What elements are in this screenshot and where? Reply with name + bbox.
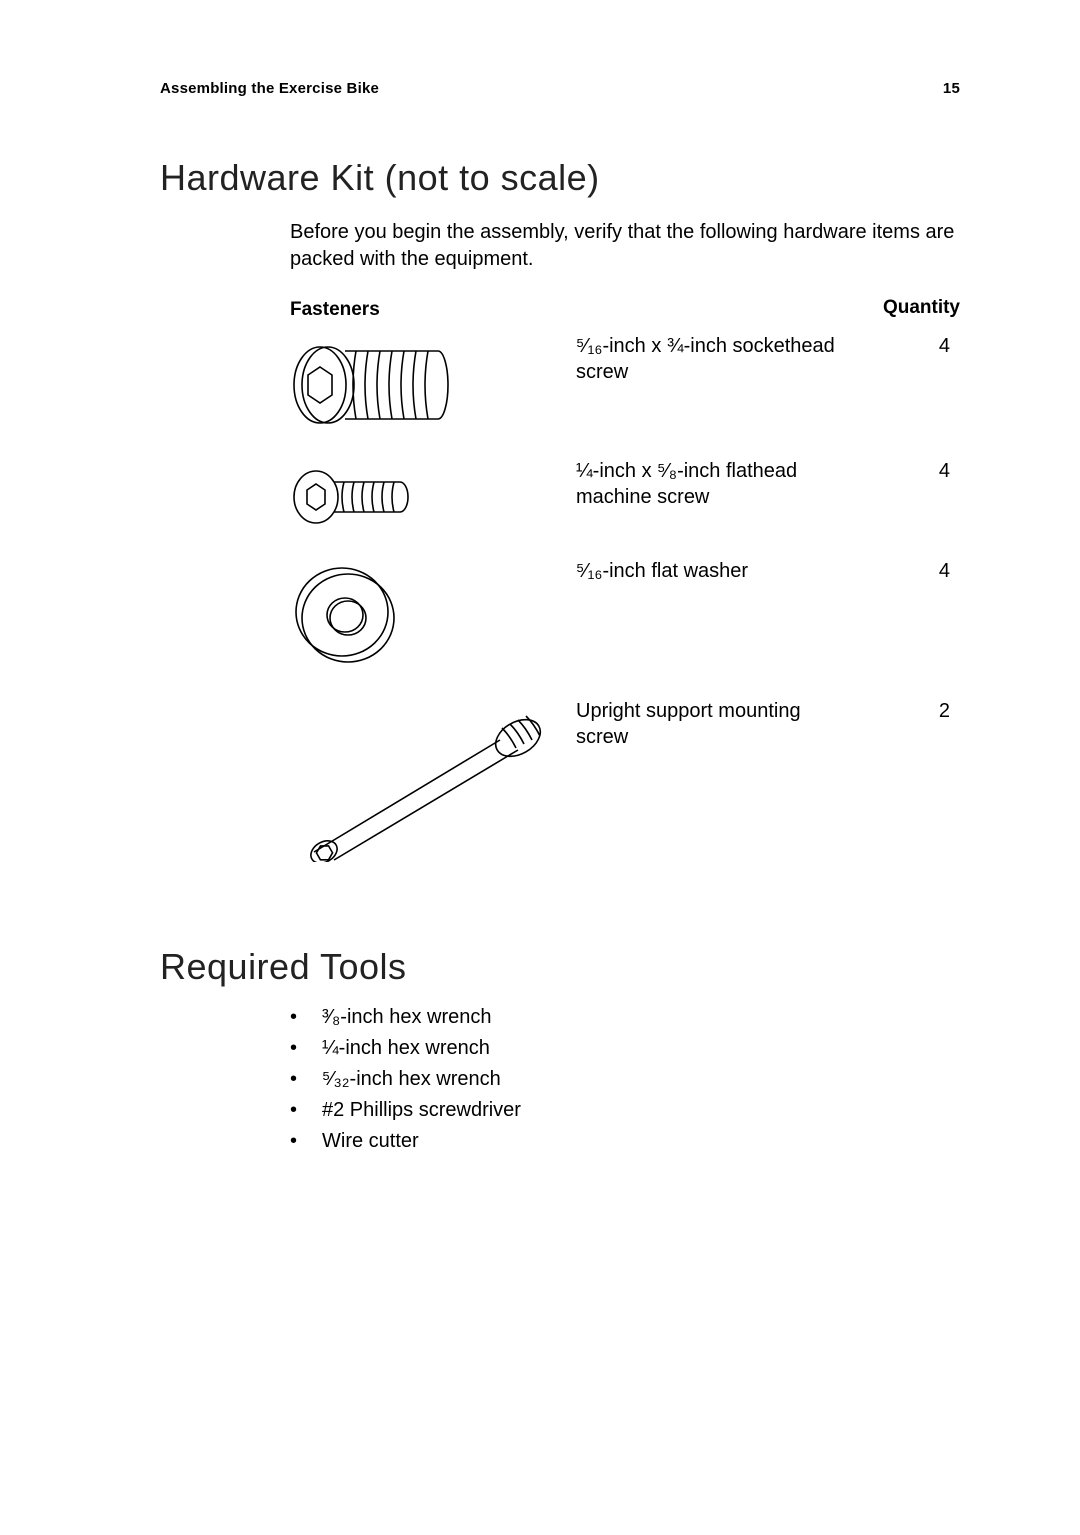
list-item: ¼-inch hex wrench: [290, 1033, 960, 1064]
mounting-screw-icon: [290, 702, 560, 862]
page-number: 15: [943, 80, 960, 97]
list-item: ³⁄₈-inch hex wrench: [290, 1002, 960, 1033]
fastener-desc: ¼-inch x ⁵⁄₈-inch flathead machine screw: [576, 456, 860, 556]
fasteners-table: Fasteners Quantity: [290, 295, 960, 886]
fastener-qty: 2: [860, 696, 960, 886]
fastener-qty: 4: [860, 456, 960, 556]
table-row: ⁵⁄₁₆-inch x ¾-inch sockethead screw 4: [290, 331, 960, 456]
flat-washer-icon: [290, 562, 400, 672]
required-tools-list: ³⁄₈-inch hex wrench ¼-inch hex wrench ⁵⁄…: [290, 1002, 960, 1157]
table-header-quantity: Quantity: [860, 295, 960, 331]
fastener-desc: Upright support mounting screw: [576, 696, 860, 886]
running-head: Assembling the Exercise Bike 15: [160, 80, 960, 97]
sockethead-screw-icon: [290, 337, 450, 432]
fastener-qty: 4: [860, 331, 960, 456]
table-header-fasteners: Fasteners: [290, 295, 860, 331]
table-row: ¼-inch x ⁵⁄₈-inch flathead machine screw…: [290, 456, 960, 556]
required-tools-heading: Required Tools: [160, 946, 960, 988]
fastener-desc: ⁵⁄₁₆-inch flat washer: [576, 556, 860, 696]
list-item: #2 Phillips screwdriver: [290, 1095, 960, 1126]
list-item: ⁵⁄₃₂-inch hex wrench: [290, 1064, 960, 1095]
hardware-kit-intro: Before you begin the assembly, verify th…: [290, 219, 960, 273]
hardware-kit-heading: Hardware Kit (not to scale): [160, 157, 960, 199]
table-row: Upright support mounting screw 2: [290, 696, 960, 886]
fastener-desc: ⁵⁄₁₆-inch x ¾-inch sockethead screw: [576, 331, 860, 456]
flathead-screw-icon: [290, 462, 410, 532]
table-row: ⁵⁄₁₆-inch flat washer 4: [290, 556, 960, 696]
list-item: Wire cutter: [290, 1126, 960, 1157]
fastener-qty: 4: [860, 556, 960, 696]
running-head-left: Assembling the Exercise Bike: [160, 80, 379, 97]
